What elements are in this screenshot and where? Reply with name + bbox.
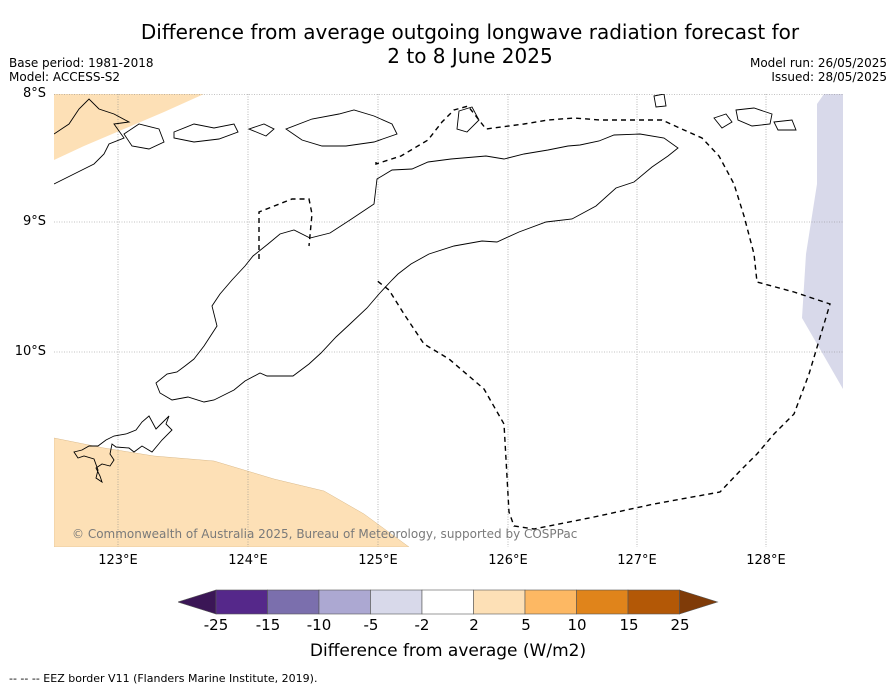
colorbar-tick: 2 — [469, 616, 479, 634]
anomaly-negative-east — [802, 94, 843, 389]
colorbar-tick: -25 — [203, 616, 229, 634]
colorbar-extend-high — [679, 589, 719, 615]
colorbar-tick: -10 — [306, 616, 332, 634]
anomaly-positive-nw — [54, 94, 204, 160]
small-islands-north — [247, 94, 797, 137]
colorbar-tick: 15 — [619, 616, 639, 634]
title-line-2: 2 to 8 June 2025 — [387, 44, 553, 68]
base-period: Base period: 1981-2018 — [9, 56, 154, 70]
colorbar-tick: 25 — [670, 616, 690, 634]
lon-label-124e: 124°E — [228, 553, 268, 568]
timor-island — [155, 133, 679, 403]
colorbar-bin — [370, 589, 423, 615]
anomaly-positive-sw — [54, 437, 410, 547]
colorbar-bin — [267, 589, 320, 615]
map-panel: © Commonwealth of Australia 2025, Bureau… — [54, 94, 843, 547]
lon-label-128e: 128°E — [746, 553, 786, 568]
eez-border — [258, 105, 831, 530]
colorbar-bin — [524, 589, 577, 615]
title-line-1: Difference from average outgoing longwav… — [140, 20, 800, 44]
lon-label-123e: 123°E — [98, 553, 138, 568]
lat-label-9s: 9°S — [22, 214, 46, 229]
lon-label-127e: 127°E — [617, 553, 657, 568]
model-name: Model: ACCESS-S2 — [9, 70, 121, 84]
colorbar-bin — [421, 589, 474, 615]
gridlines — [54, 94, 843, 547]
colorbar-bin — [576, 589, 629, 615]
colorbar-extend-low — [178, 589, 217, 615]
alor-pantar-islands — [123, 123, 239, 150]
model-run: Model run: 26/05/2025 — [749, 56, 887, 70]
colorbar-tick: 10 — [567, 616, 587, 634]
atauro-island — [456, 106, 480, 133]
colorbar-tick: 5 — [521, 616, 531, 634]
lon-label-126e: 126°E — [488, 553, 528, 568]
lon-label-125e: 125°E — [358, 553, 398, 568]
map-title: Difference from average outgoing longwav… — [60, 20, 880, 68]
colorbar-bin — [215, 589, 268, 615]
colorbar — [178, 589, 719, 615]
eez-legend-note: -- -- -- EEZ border V11 (Flanders Marine… — [9, 672, 318, 685]
coastlines — [54, 94, 797, 484]
wetar-island — [285, 109, 398, 147]
lat-label-8s: 8°S — [22, 86, 46, 101]
lat-label-10s: 10°S — [14, 344, 46, 359]
colorbar-title: Difference from average (W/m2) — [309, 641, 587, 661]
colorbar-bin — [627, 589, 680, 615]
colorbar-tick: -5 — [363, 616, 379, 634]
colorbar-bin — [318, 589, 371, 615]
colorbar-bin — [473, 589, 526, 615]
colorbar-tick: -2 — [414, 616, 430, 634]
copyright-text: © Commonwealth of Australia 2025, Bureau… — [72, 527, 577, 541]
flores-east — [54, 98, 131, 185]
meta-left: Base period: 1981-2018 Model: ACCESS-S2 — [9, 56, 154, 84]
rote-island — [73, 415, 173, 484]
issued-date: Issued: 28/05/2025 — [771, 70, 887, 84]
meta-right: Model run: 26/05/2025 Issued: 28/05/2025 — [750, 56, 887, 84]
colorbar-tick: -15 — [255, 616, 281, 634]
